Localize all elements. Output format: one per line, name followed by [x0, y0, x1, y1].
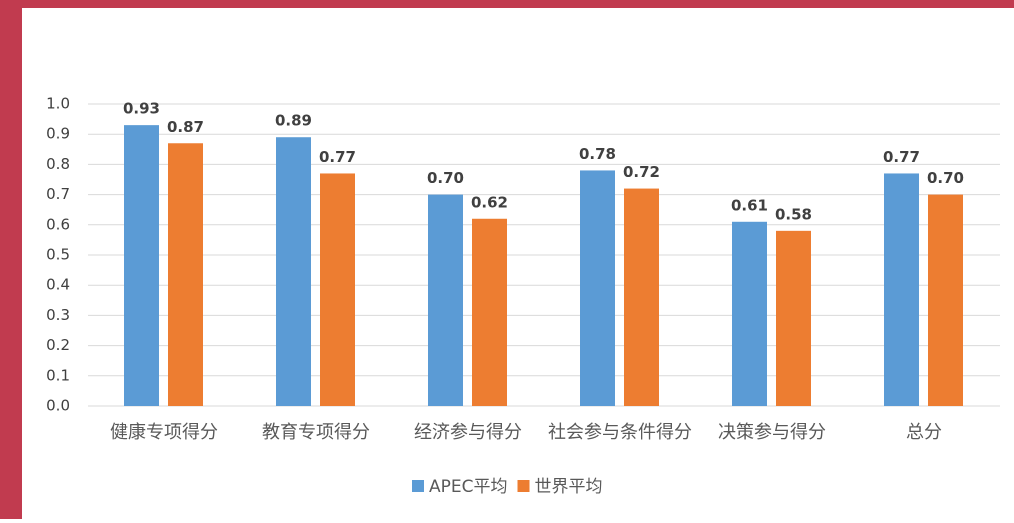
- legend-label: 世界平均: [535, 477, 603, 497]
- data-label: 0.58: [775, 205, 812, 223]
- data-label: 0.62: [471, 193, 508, 211]
- legend-swatch: [517, 480, 530, 492]
- y-tick-label: 0.6: [46, 215, 70, 233]
- data-label: 0.61: [731, 196, 768, 214]
- data-label: 0.72: [623, 163, 660, 181]
- y-tick-label: 0.9: [46, 125, 70, 143]
- data-label: 0.78: [579, 145, 616, 163]
- bar: [428, 194, 463, 406]
- x-tick-label: 健康专项得分: [110, 422, 218, 443]
- bar: [884, 173, 919, 406]
- x-tick-label: 总分: [906, 422, 942, 443]
- y-tick-label: 0.8: [46, 155, 70, 173]
- legend-swatch: [412, 480, 424, 492]
- x-tick-label: 教育专项得分: [262, 422, 370, 443]
- data-label: 0.70: [427, 169, 464, 187]
- y-tick-label: 1.0: [46, 95, 70, 113]
- bar: [320, 173, 355, 406]
- bar: [624, 188, 659, 406]
- data-label: 0.77: [319, 148, 356, 166]
- bar: [276, 137, 311, 406]
- bar: [776, 230, 811, 406]
- y-tick-label: 0.1: [46, 366, 70, 384]
- bar: [472, 218, 507, 406]
- y-tick-label: 0.2: [46, 336, 70, 354]
- data-label: 0.77: [883, 148, 920, 166]
- data-label: 0.87: [167, 118, 204, 136]
- bar: [580, 170, 615, 406]
- data-label: 0.93: [123, 100, 160, 118]
- legend-label: APEC平均: [429, 477, 508, 497]
- data-label: 0.70: [927, 169, 964, 187]
- y-tick-label: 0.0: [46, 397, 70, 415]
- x-tick-label: 社会参与条件得分: [548, 422, 692, 443]
- y-tick-label: 0.7: [46, 185, 70, 203]
- y-tick-label: 0.3: [46, 306, 70, 324]
- x-tick-label: 经济参与得分: [414, 422, 522, 443]
- bar: [168, 143, 203, 406]
- x-tick-label: 决策参与得分: [718, 422, 826, 443]
- y-tick-label: 0.5: [46, 246, 70, 264]
- bar: [124, 125, 159, 406]
- bar: [732, 221, 767, 406]
- y-tick-label: 0.4: [46, 276, 70, 294]
- bar: [928, 194, 963, 406]
- data-label: 0.89: [275, 112, 312, 130]
